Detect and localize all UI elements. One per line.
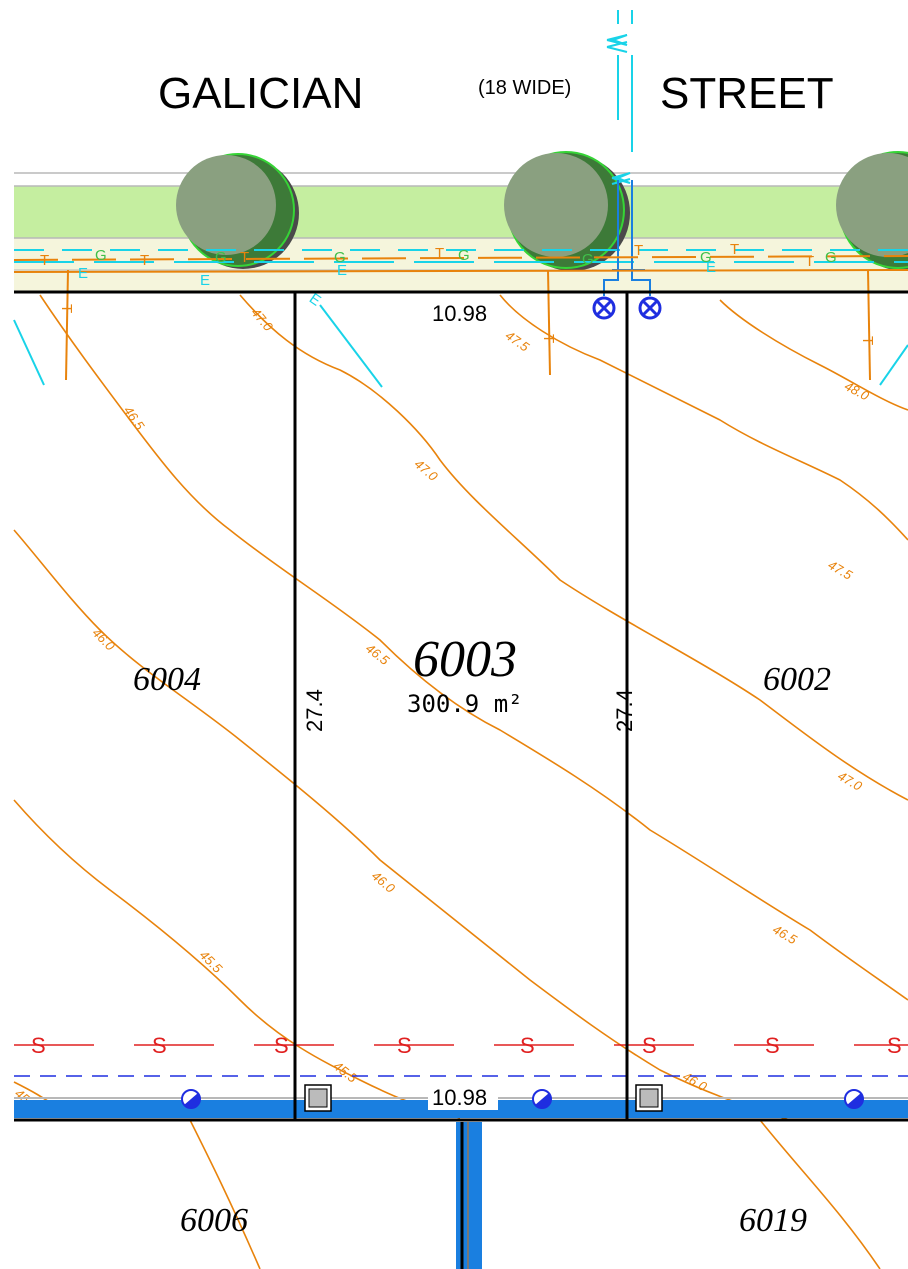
svg-text:G: G [334, 249, 346, 266]
svg-text:T: T [240, 249, 249, 266]
svg-text:S: S [642, 1033, 657, 1058]
svg-text:E: E [706, 259, 716, 276]
svg-text:G: G [458, 247, 470, 264]
service-labels: G G G G G G G T T T T T T T E E E E E T … [40, 241, 876, 345]
svg-text:G: G [582, 251, 594, 268]
pit-icon [304, 1084, 332, 1112]
svg-text:T: T [58, 304, 75, 313]
svg-text:45.5: 45.5 [197, 947, 226, 976]
depth-dimension-left: 27.4 [302, 689, 327, 732]
contour-lines [13, 294, 908, 1269]
svg-text:G: G [95, 247, 107, 264]
svg-text:46.5: 46.5 [363, 641, 393, 669]
lot-number-right: 6002 [763, 661, 831, 698]
svg-text:45.5: 45.5 [331, 1058, 361, 1086]
svg-text:E: E [200, 272, 210, 289]
svg-text:T: T [730, 241, 739, 258]
lot-boundaries [14, 290, 908, 1122]
electric-lines [13, 10, 908, 388]
svg-text:46.5: 46.5 [770, 922, 800, 948]
depth-dimension-right: 27.4 [612, 689, 637, 732]
street-width-note: (18 WIDE) [478, 77, 571, 99]
svg-text:G: G [700, 249, 712, 266]
street-name-left: GALICIAN [158, 69, 363, 118]
meter-icon [532, 1089, 552, 1109]
svg-text:46.0: 46.0 [369, 868, 399, 896]
svg-text:T: T [40, 252, 49, 269]
svg-text:G: G [215, 249, 227, 266]
svg-text:46.0: 46.0 [89, 625, 118, 654]
lot-number-main: 6003 [413, 631, 517, 688]
meter-icon [181, 1089, 201, 1109]
svg-text:E: E [337, 262, 347, 279]
svg-text:47.5: 47.5 [826, 557, 856, 583]
svg-text:S: S [765, 1033, 780, 1058]
tree-icon [176, 153, 299, 269]
svg-text:T: T [140, 252, 149, 269]
gas-telecom-lines [13, 255, 908, 381]
meter-icon [844, 1089, 864, 1109]
tree-icon [504, 151, 630, 271]
svg-text:G: G [825, 249, 837, 266]
svg-text:T: T [634, 242, 643, 259]
svg-text:E: E [78, 265, 88, 282]
svg-text:S: S [152, 1033, 167, 1058]
svg-text:46.5: 46.5 [121, 403, 148, 433]
svg-text:S: S [520, 1033, 535, 1058]
svg-text:T: T [859, 336, 876, 345]
svg-text:T: T [540, 334, 557, 343]
svg-text:48.0: 48.0 [842, 378, 872, 403]
svg-text:T: T [805, 253, 814, 270]
water-valve-icon [592, 296, 616, 320]
water-valve-icon [638, 296, 662, 320]
svg-text:47.5: 47.5 [503, 328, 533, 355]
svg-text:S: S [887, 1033, 902, 1058]
svg-text:S: S [397, 1033, 412, 1058]
lot-area: 300.9 m² [407, 690, 523, 718]
sewer-line: S S S S S S S S [14, 1033, 908, 1058]
frontage-dimension: 10.98 [432, 301, 487, 326]
svg-text:S: S [31, 1033, 46, 1058]
pit-icon [635, 1084, 663, 1112]
tree-icon [836, 151, 908, 271]
lot-number-bottom-right: 6019 [739, 1202, 807, 1239]
street-name-right: STREET [660, 69, 834, 118]
svg-text:S: S [274, 1033, 289, 1058]
road-verge [14, 172, 908, 292]
rear-dimension: 10.98 [432, 1085, 487, 1110]
svg-text:T: T [435, 245, 444, 262]
svg-text:47.0: 47.0 [412, 456, 442, 484]
lot-number-left: 6004 [133, 661, 201, 698]
lot-number-bottom-left: 6006 [180, 1202, 248, 1239]
